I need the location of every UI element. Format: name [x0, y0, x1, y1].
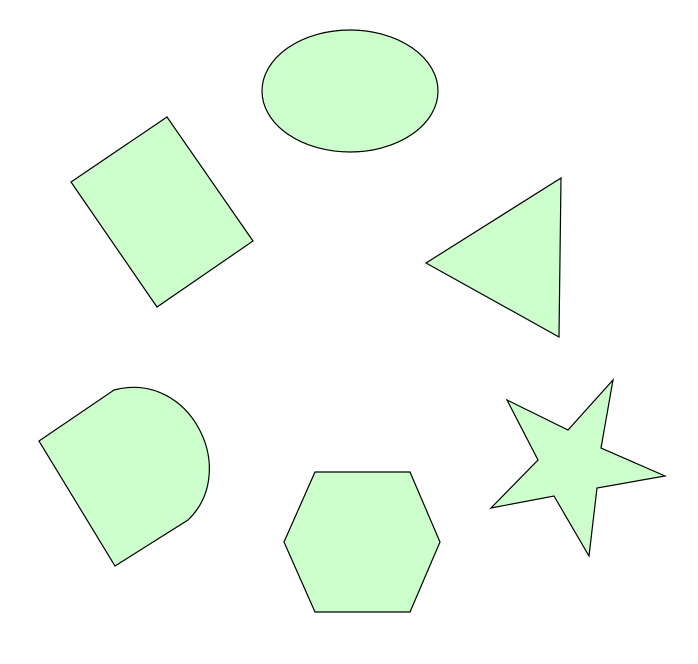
rectangle-shape	[70, 116, 254, 308]
star-shape	[489, 378, 668, 558]
d-shape	[38, 387, 210, 567]
hexagon-shape	[283, 471, 441, 613]
triangle-shape	[424, 176, 562, 339]
ellipse-shape	[261, 29, 439, 153]
